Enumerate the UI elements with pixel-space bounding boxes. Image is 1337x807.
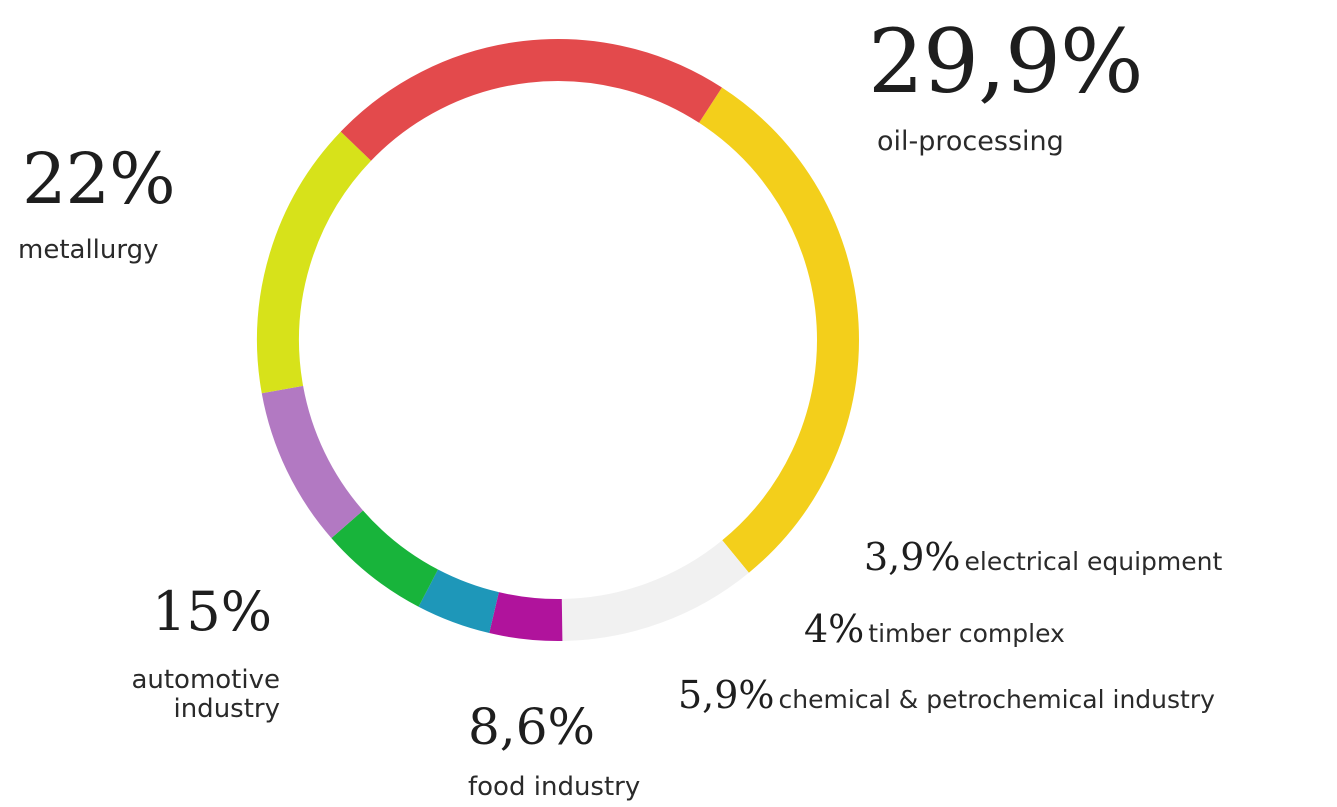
electrical-equipment-item: 3,9% electrical equipment bbox=[864, 538, 1222, 576]
donut-slice-auto bbox=[257, 131, 372, 394]
oil-processing-value: 29,9% bbox=[868, 10, 1144, 113]
food-industry-label: food industry bbox=[468, 772, 641, 802]
chemical-petrochemical-item: 5,9% chemical & petrochemical industry bbox=[678, 676, 1215, 714]
automotive-label: automotive industry bbox=[131, 665, 280, 724]
chemical-petrochemical-value: 5,9% bbox=[678, 673, 775, 717]
metallurgy-value: 22% bbox=[22, 138, 176, 220]
donut-slice-food bbox=[261, 385, 364, 539]
electrical-equipment-label: electrical equipment bbox=[964, 547, 1223, 576]
food-industry-value: 8,6% bbox=[468, 698, 596, 756]
electrical-equipment-value: 3,9% bbox=[864, 535, 961, 579]
donut-slice-chem bbox=[331, 510, 439, 607]
timber-complex-label: timber complex bbox=[868, 619, 1065, 648]
donut-slice-other bbox=[561, 540, 749, 641]
donut-slice-met bbox=[340, 39, 722, 161]
timber-complex-value: 4% bbox=[804, 607, 865, 651]
donut-slice-oil bbox=[699, 87, 859, 573]
chemical-petrochemical-label: chemical & petrochemical industry bbox=[778, 685, 1215, 714]
donut-slice-timber bbox=[418, 569, 500, 634]
metallurgy-label: metallurgy bbox=[18, 235, 159, 265]
oil-processing-label: oil-processing bbox=[877, 126, 1064, 157]
timber-complex-item: 4% timber complex bbox=[804, 610, 1065, 648]
automotive-value: 15% bbox=[152, 580, 273, 643]
donut-slice-elec bbox=[489, 592, 563, 641]
